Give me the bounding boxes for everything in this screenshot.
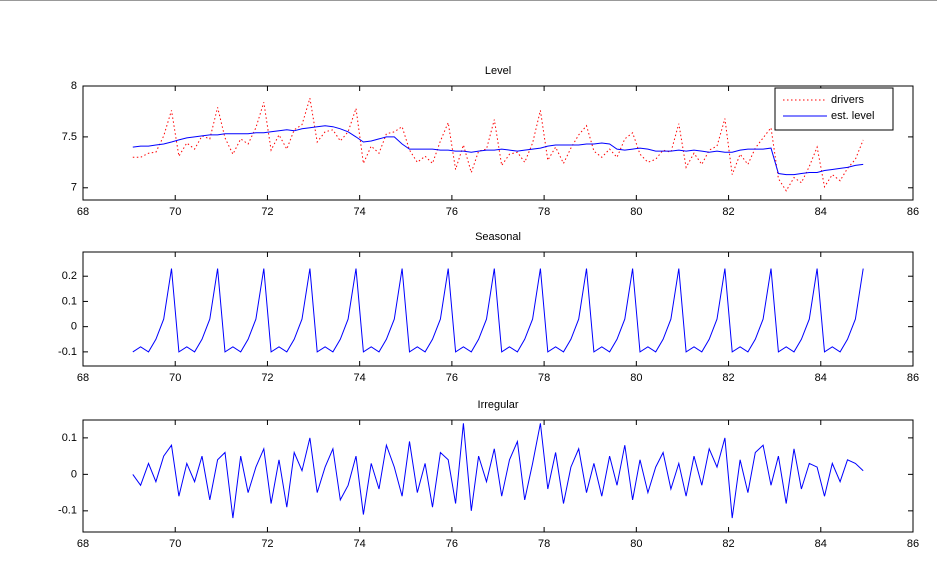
x-tick-label: 82 <box>722 206 734 218</box>
x-tick-label: 80 <box>630 538 642 550</box>
x-tick-label: 80 <box>630 372 642 384</box>
x-tick-label: 76 <box>446 206 458 218</box>
x-tick-label: 72 <box>261 538 273 550</box>
series-line <box>132 423 864 519</box>
x-tick-label: 68 <box>77 206 89 218</box>
legend-label: est. level <box>831 110 874 122</box>
x-tick-label: 76 <box>446 538 458 550</box>
x-tick-label: 78 <box>538 206 550 218</box>
series-line <box>132 125 864 176</box>
x-tick-label: 86 <box>907 372 919 384</box>
x-tick-label: 70 <box>169 538 181 550</box>
series-line <box>132 98 864 192</box>
axes-box <box>82 251 914 367</box>
subplot-title: Irregular <box>478 399 519 411</box>
axes-box <box>82 419 914 533</box>
axes-box <box>82 85 914 201</box>
x-tick-label: 82 <box>722 372 734 384</box>
x-tick-label: 84 <box>815 372 827 384</box>
y-tick-label: 7 <box>71 182 77 194</box>
y-tick-label: 7.5 <box>62 131 77 143</box>
x-tick-label: 80 <box>630 206 642 218</box>
x-tick-label: 74 <box>354 206 366 218</box>
legend-label: drivers <box>831 94 865 106</box>
x-tick-label: 68 <box>77 538 89 550</box>
x-tick-label: 84 <box>815 206 827 218</box>
x-tick-label: 74 <box>354 372 366 384</box>
x-tick-label: 68 <box>77 372 89 384</box>
x-tick-label: 78 <box>538 372 550 384</box>
y-tick-label: 0 <box>71 321 77 333</box>
x-tick-label: 72 <box>261 372 273 384</box>
subplot-title: Level <box>485 65 511 77</box>
x-tick-label: 86 <box>907 206 919 218</box>
x-tick-label: 76 <box>446 372 458 384</box>
x-tick-label: 74 <box>354 538 366 550</box>
x-tick-label: 72 <box>261 206 273 218</box>
x-tick-label: 70 <box>169 372 181 384</box>
y-tick-label: 8 <box>71 80 77 92</box>
legend-box <box>774 87 894 131</box>
x-tick-label: 82 <box>722 538 734 550</box>
x-tick-label: 70 <box>169 206 181 218</box>
x-tick-label: 78 <box>538 538 550 550</box>
y-tick-label: -0.1 <box>58 346 77 358</box>
subplot-title: Seasonal <box>475 231 521 243</box>
y-tick-label: 0.1 <box>62 295 77 307</box>
x-tick-label: 86 <box>907 538 919 550</box>
y-tick-label: -0.1 <box>58 505 77 517</box>
y-tick-label: 0 <box>71 468 77 480</box>
series-line <box>132 268 864 353</box>
y-tick-label: 0.2 <box>62 270 77 282</box>
x-tick-label: 84 <box>815 538 827 550</box>
plot-area <box>83 420 913 532</box>
y-tick-label: 0.1 <box>62 432 77 444</box>
